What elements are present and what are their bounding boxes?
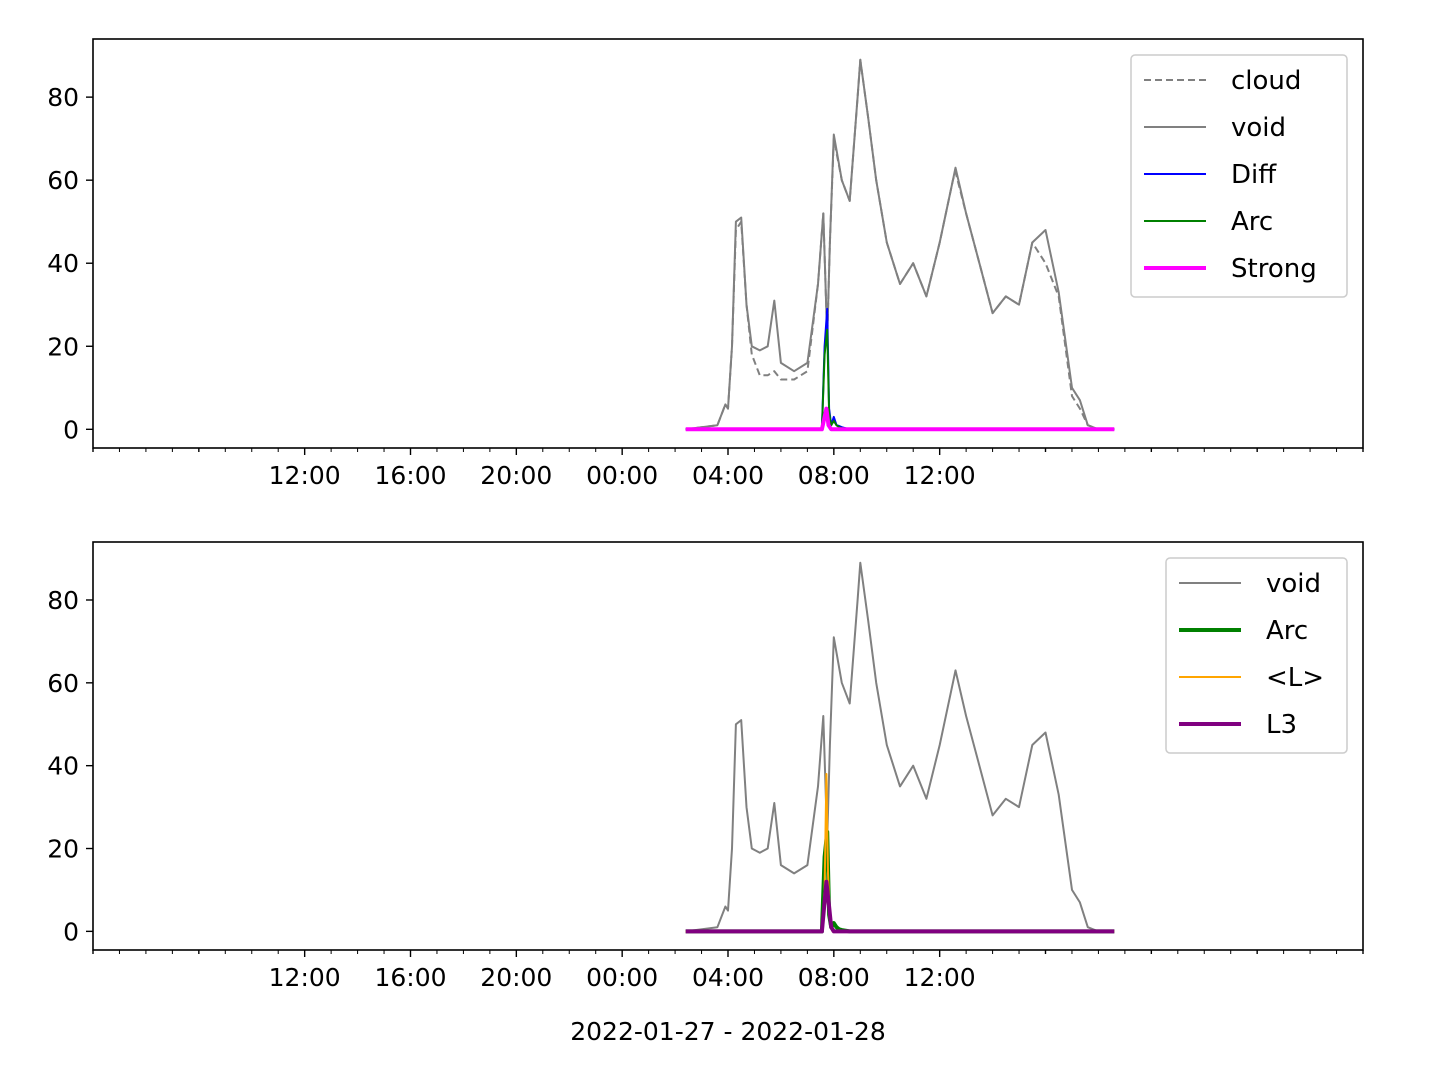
legend: cloud void Diff Arc Strong: [1130, 54, 1348, 298]
bottom-chart-panel: 12:00 16:00 20:00 00:00 04:00 08:00 12:00 0 20 40…: [47, 541, 1364, 992]
y-tick-label: 20: [47, 835, 79, 864]
legend-label-arc: Arc: [1266, 616, 1308, 646]
legend: void Arc <L> L3: [1165, 557, 1348, 754]
series-line-strong: [685, 406, 1115, 432]
series-line-void: [685, 58, 1115, 431]
series-line-l3: [685, 879, 1115, 934]
x-tick-label: 04:00: [692, 461, 764, 490]
legend-label-void: void: [1231, 113, 1286, 143]
y-tick-label: 60: [47, 669, 79, 698]
legend-label-cloud: cloud: [1231, 66, 1301, 96]
y-tick-label: 40: [47, 249, 79, 278]
x-tick-label: 16:00: [374, 963, 446, 992]
legend-label-diff: Diff: [1231, 160, 1277, 190]
legend-box: [1130, 54, 1348, 298]
legend-label-arc: Arc: [1231, 207, 1273, 237]
series-line-arc: [685, 328, 1115, 431]
y-tick-label: 0: [63, 917, 79, 946]
top-chart-panel: 12:00 16:00 20:00 00:00 04:00 08:00 12:00 0 20 40…: [47, 38, 1364, 490]
x-tick-label: 00:00: [586, 963, 658, 992]
x-tick-label: 08:00: [798, 461, 870, 490]
legend-label-l: <L>: [1266, 663, 1324, 693]
x-tick-label: 00:00: [586, 461, 658, 490]
y-tick-label: 20: [47, 332, 79, 361]
y-tick-label: 40: [47, 752, 79, 781]
y-tick-label: 80: [47, 83, 79, 112]
y-tick-label: 0: [63, 415, 79, 444]
x-tick-label: 20:00: [480, 963, 552, 992]
x-axis-caption: 2022-01-27 - 2022-01-28: [570, 1017, 886, 1046]
x-tick-label: 12:00: [904, 963, 976, 992]
y-tick-label: 60: [47, 166, 79, 195]
x-tick-label: 08:00: [798, 963, 870, 992]
series-line-cloud: [685, 58, 1115, 431]
x-tick-label: 04:00: [692, 963, 764, 992]
series-line-arc: [685, 829, 1115, 934]
x-tick-label: 12:00: [269, 963, 341, 992]
legend-label-l3: L3: [1266, 710, 1297, 740]
x-tick-label: 12:00: [904, 461, 976, 490]
legend-label-void: void: [1266, 569, 1321, 599]
legend-box: [1165, 557, 1348, 754]
legend-label-strong: Strong: [1231, 254, 1317, 284]
x-tick-label: 16:00: [374, 461, 446, 490]
x-tick-label: 12:00: [269, 461, 341, 490]
x-tick-label: 20:00: [480, 461, 552, 490]
series-line-l: [685, 773, 1115, 933]
series-line-void: [685, 561, 1115, 933]
y-tick-label: 80: [47, 586, 79, 615]
